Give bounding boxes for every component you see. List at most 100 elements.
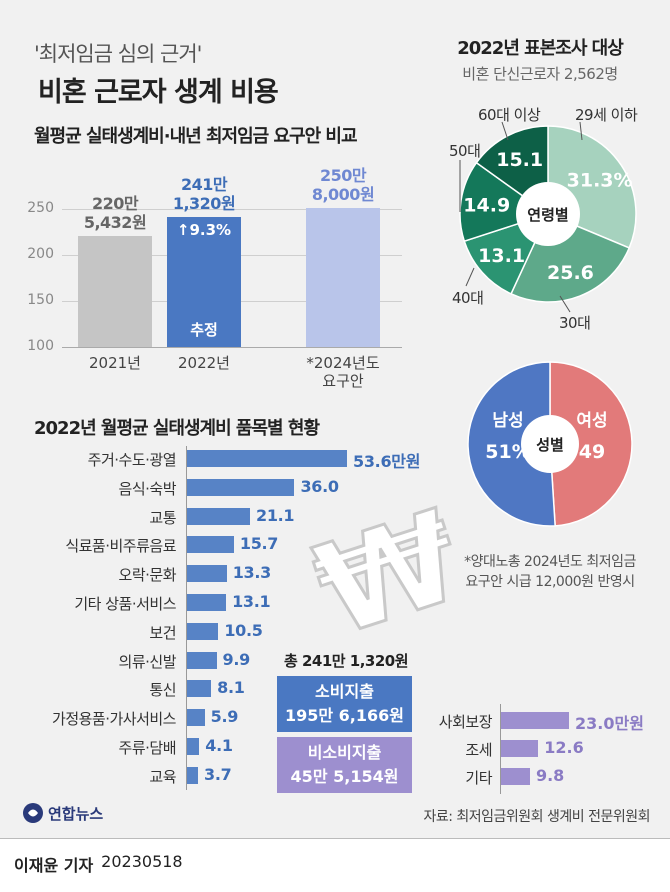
footer-bar (0, 839, 670, 892)
consumption-bar (187, 709, 205, 727)
total-label: 총 241만 1,320원 (283, 652, 409, 670)
consumption-category-label: 오락·문화 (118, 566, 177, 585)
gender-slice-label: 49 (579, 441, 605, 463)
gender-donut-hole (521, 415, 579, 473)
age-donut-chart: 31.3% 25.6 13.1 14.9 15.1 연령별 (459, 125, 637, 303)
age-leader-lines (459, 121, 583, 313)
gender-donut-chart: 49 51% 여성 남성 성별 (467, 361, 633, 527)
y-tick-150: 150 (27, 292, 54, 308)
consumption-category-label: 식료품·비주류음료 (65, 537, 176, 556)
consumption-value-label: 53.6만원 (353, 452, 421, 471)
consumption-bar (187, 450, 347, 467)
consumption-value-label: 4.1 (205, 736, 233, 755)
footnote: *양대노총 2024년도 최저임금 요구안 시급 12,000원 반영시 (464, 554, 636, 590)
age-slice (459, 161, 550, 243)
consumption-bar (187, 507, 250, 525)
bar-value-label-2021: 220만 5,432원 (83, 194, 147, 233)
nonconsumption-value-label: 9.8 (535, 766, 565, 785)
nonconsumption-bar (501, 768, 530, 785)
age-slice-label: 14.9 (463, 194, 510, 216)
sample-header: 2022년 표본조사 대상 비혼 단신근로자 2,562명 (420, 34, 660, 84)
nonconsumption-value-label: 12.6 (544, 738, 584, 757)
consumption-category-label: 가정용품·가사서비스 (52, 710, 176, 729)
logo-icon (23, 803, 43, 823)
y-tick-200: 200 (27, 246, 54, 262)
bar-2024-request (306, 208, 380, 347)
consumption-bar (187, 680, 212, 698)
byline-date: 20230518 (101, 852, 183, 871)
growth-annotation: ↑9.3% (176, 221, 232, 240)
age-slice-label: 15.1 (496, 149, 543, 171)
age-label-60-over: 60대 이상 (478, 106, 541, 124)
sample-title: 2022년 표본조사 대상 (457, 38, 624, 59)
bar-value-label-2024: 250만 8,000원 (311, 166, 375, 205)
byline: 이재윤 기자 20230518 (14, 852, 183, 876)
consumption-category-label: 주류·담배 (118, 739, 177, 757)
consumption-category-label: 기타 상품·서비스 (74, 595, 176, 613)
nonconsumption-bar (501, 712, 569, 729)
consumption-bar (187, 622, 219, 640)
age-label-30s: 30대 (559, 314, 591, 332)
consumption-bar (187, 651, 217, 669)
consumption-bar (187, 766, 199, 784)
gender-center-label: 성별 (536, 436, 564, 454)
chart-subtitle: '최저임금 심의 근거' (34, 42, 202, 66)
logo: 연합뉴스 (22, 802, 103, 824)
source-text: 자료: 최저임금위원회 생계비 전문위원회 (423, 809, 650, 825)
consumption-value-label: 13.3 (232, 563, 272, 583)
consumption-value-label: 9.9 (222, 649, 251, 669)
consumption-value-label: 15.7 (239, 534, 279, 554)
nonconsumption-bar (501, 740, 539, 757)
grid-line-100 (62, 347, 402, 348)
gender-category-label: 남성 (492, 411, 523, 431)
age-label-29-under: 29세 이하 (575, 106, 638, 124)
gender-slice (549, 361, 633, 527)
consumption-value-label: 3.7 (204, 764, 232, 784)
grid-line-250 (62, 209, 402, 210)
age-slice-label: 25.6 (547, 262, 594, 284)
consumption-value-label: 8.1 (217, 678, 245, 698)
bar-value-label-2022: 241만 1,320원 (172, 175, 236, 214)
age-slice-label: 31.3% (567, 170, 633, 192)
gender-slice-label: 51% (485, 441, 530, 463)
nonconsumption-total-box: 비소비지출 45만 5,154원 (277, 737, 412, 793)
gender-slice (467, 361, 556, 527)
consumption-category-label: 주거·수도·광열 (87, 451, 177, 469)
consumption-value-label: 21.1 (255, 505, 295, 525)
consumption-axis (186, 446, 187, 790)
consumption-bar (187, 565, 227, 583)
consumption-bar (187, 738, 200, 755)
x-tick-2024: *2024년도 요구안 (306, 354, 380, 390)
consumption-category-label: 교통 (149, 508, 176, 527)
age-slice-label: 13.1 (478, 245, 525, 267)
nonconsumption-category-label: 기타 (465, 769, 492, 787)
nonconsumption-value-label: 23.0만원 (575, 714, 644, 733)
consumption-value-label: 36.0 (300, 476, 339, 496)
chart-title: 비혼 근로자 생계 비용 (38, 77, 279, 108)
age-donut-hole (516, 182, 580, 246)
nonconsumption-category-label: 조세 (465, 741, 492, 759)
x-tick-2021: 2021년 (89, 354, 141, 372)
consumption-category-label: 의류·신발 (118, 652, 177, 671)
consumption-category-label: 통신 (149, 681, 176, 700)
consumption-bar (187, 478, 295, 496)
bar-2022: ↑9.3% (167, 217, 241, 347)
age-center-label: 연령별 (527, 206, 568, 224)
consumption-total-box: 소비지출 195만 6,166원 (277, 676, 412, 732)
nonconsumption-category-label: 사회보장 (438, 713, 493, 731)
consumption-bar (187, 536, 234, 554)
sample-subtitle: 비혼 단신근로자 2,562명 (462, 65, 618, 83)
reporter-name: 이재윤 기자 (14, 856, 94, 875)
consumption-category-label: 음식·숙박 (118, 479, 177, 498)
bar-2021 (78, 236, 152, 347)
consumption-value-label: 5.9 (210, 707, 239, 727)
consumption-category-label: 보건 (149, 623, 176, 642)
y-tick-100: 100 (27, 338, 54, 354)
age-label-40s: 40대 (452, 289, 484, 307)
section-title-comparison: 월평균 실태생계비·내년 최저임금 요구안 비교 (34, 126, 358, 147)
estimate-annotation: 추정 (190, 321, 218, 339)
footer-divider (0, 838, 670, 839)
age-label-50s: 50대 (449, 142, 481, 160)
consumption-value-label: 10.5 (224, 620, 263, 640)
